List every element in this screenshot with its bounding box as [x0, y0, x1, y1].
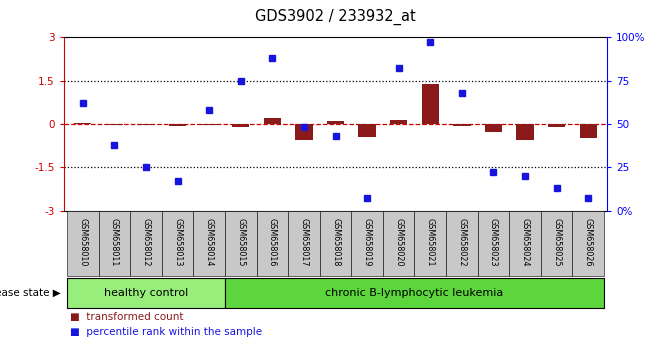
Text: GSM658026: GSM658026 — [584, 218, 592, 266]
Text: ■  transformed count: ■ transformed count — [70, 312, 184, 321]
Bar — [572, 211, 604, 276]
Text: GSM658014: GSM658014 — [205, 218, 213, 266]
Bar — [352, 211, 383, 276]
Text: GSM658011: GSM658011 — [110, 218, 119, 266]
Bar — [421, 84, 439, 124]
Bar — [105, 124, 123, 125]
Text: GSM658019: GSM658019 — [362, 218, 372, 266]
Bar — [383, 211, 415, 276]
Text: GSM658022: GSM658022 — [458, 218, 466, 266]
Bar — [169, 124, 186, 126]
Text: disease state ▶: disease state ▶ — [0, 288, 60, 298]
Bar — [99, 211, 130, 276]
Bar — [288, 211, 319, 276]
Text: chronic B-lymphocytic leukemia: chronic B-lymphocytic leukemia — [325, 288, 504, 298]
Bar — [225, 211, 256, 276]
Text: healthy control: healthy control — [104, 288, 188, 298]
Bar — [264, 118, 281, 124]
Bar — [193, 211, 225, 276]
Text: GSM658017: GSM658017 — [299, 218, 309, 266]
Text: GDS3902 / 233932_at: GDS3902 / 233932_at — [255, 9, 416, 25]
Text: GSM658023: GSM658023 — [489, 218, 498, 266]
Text: GSM658020: GSM658020 — [394, 218, 403, 266]
Text: GSM658016: GSM658016 — [268, 218, 277, 266]
Text: GSM658013: GSM658013 — [173, 218, 182, 266]
Bar — [162, 211, 193, 276]
Bar — [478, 211, 509, 276]
Bar — [319, 211, 352, 276]
Bar — [358, 124, 376, 137]
Bar — [541, 211, 572, 276]
Bar — [74, 123, 91, 124]
Bar — [232, 124, 250, 127]
Text: GSM658024: GSM658024 — [521, 218, 529, 266]
Bar — [390, 120, 407, 124]
Bar — [446, 211, 478, 276]
Text: GSM658012: GSM658012 — [142, 218, 150, 266]
Bar — [327, 121, 344, 124]
Bar — [485, 124, 502, 132]
Text: GSM658025: GSM658025 — [552, 218, 561, 266]
Bar — [509, 211, 541, 276]
Bar — [517, 124, 534, 140]
Bar — [67, 211, 99, 276]
Bar — [415, 211, 446, 276]
Text: GSM658015: GSM658015 — [236, 218, 245, 266]
Bar — [201, 124, 218, 125]
Bar — [225, 278, 604, 308]
Bar — [137, 124, 154, 125]
Bar — [256, 211, 288, 276]
Bar — [67, 278, 225, 308]
Bar — [130, 211, 162, 276]
Bar — [548, 124, 566, 127]
Bar — [453, 124, 470, 126]
Bar — [580, 124, 597, 138]
Bar — [295, 124, 313, 140]
Text: GSM658021: GSM658021 — [426, 218, 435, 266]
Text: GSM658010: GSM658010 — [79, 218, 87, 266]
Text: GSM658018: GSM658018 — [331, 218, 340, 266]
Text: ■  percentile rank within the sample: ■ percentile rank within the sample — [70, 327, 262, 337]
